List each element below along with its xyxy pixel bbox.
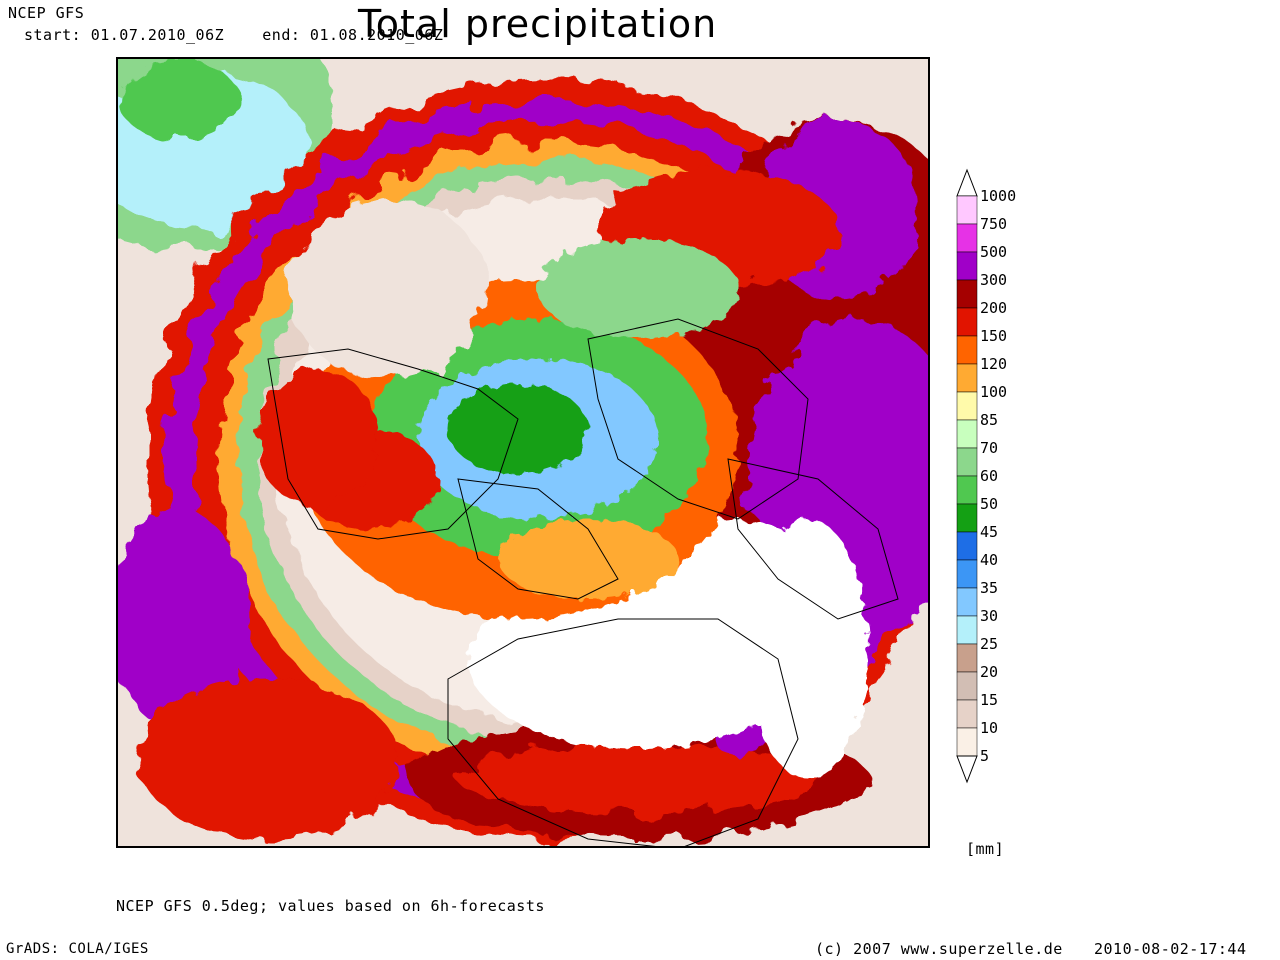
north-pacific-dry-region — [258, 199, 488, 509]
forecast-period-label: start: 01.07.2010_06Z end: 01.08.2010_06… — [24, 26, 444, 44]
colorbar-cell — [956, 223, 978, 253]
colorbar-cell — [956, 559, 978, 589]
east-asia-monsoon-field — [598, 119, 928, 639]
colorbar-cell — [956, 503, 978, 533]
precipitation-map — [116, 57, 930, 848]
unit-label: [mm] — [966, 840, 1005, 858]
model-label: NCEP GFS — [8, 4, 85, 22]
colorbar-level-label: 150 — [980, 327, 1008, 345]
colorbar-level-label: 30 — [980, 607, 999, 625]
software-credit: GrADS: COLA/IGES — [6, 941, 149, 957]
colorbar-level-label: 50 — [980, 495, 999, 513]
source-note: NCEP GFS 0.5deg; values based on 6h-fore… — [116, 897, 545, 915]
coastlines — [267, 318, 899, 846]
colorbar-level-label: 10 — [980, 719, 999, 737]
colorbar-max-arrow — [956, 168, 978, 197]
colorbar-cell — [956, 391, 978, 421]
precipitation-field — [118, 59, 928, 846]
colorbar-level-label: 85 — [980, 411, 999, 429]
colorbar-level-label: 45 — [980, 523, 999, 541]
colorbar-cell — [956, 335, 978, 365]
colorbar-level-label: 20 — [980, 663, 999, 681]
colorbar-level-label: 500 — [980, 243, 1008, 261]
colorbar-cell — [956, 531, 978, 561]
central-america-field — [118, 509, 398, 839]
copyright-notice: (c) 2007 www.superzelle.de — [815, 940, 1063, 958]
colorbar-level-label: 100 — [980, 383, 1008, 401]
colorbar-level-label: 200 — [980, 299, 1008, 317]
colorbar-level-label: 1000 — [980, 187, 1017, 205]
colorbar-cell — [956, 419, 978, 449]
colorbar-cell — [956, 587, 978, 617]
colorbar-cell — [956, 307, 978, 337]
colorbar-cell — [956, 643, 978, 673]
colorbar-cell — [956, 699, 978, 729]
colorbar-cell — [956, 671, 978, 701]
colorbar-level-label: 300 — [980, 271, 1008, 289]
generation-timestamp: 2010-08-02-17:44 — [1094, 940, 1247, 958]
colorbar-level-label: 35 — [980, 579, 999, 597]
colorbar-level-label: 70 — [980, 439, 999, 457]
colorbar-cell — [956, 615, 978, 645]
colorbar-cell — [956, 363, 978, 393]
colorbar-level-label: 120 — [980, 355, 1008, 373]
colorbar-cell — [956, 727, 978, 757]
colorbar-level-label: 60 — [980, 467, 999, 485]
colorbar-level-label: 15 — [980, 691, 999, 709]
colorbar-cell — [956, 195, 978, 225]
colorbar-level-label: 750 — [980, 215, 1008, 233]
colorbar-cell — [956, 279, 978, 309]
colorbar-cell — [956, 447, 978, 477]
colorbar-level-label: 25 — [980, 635, 999, 653]
chart-title: Total precipitation — [358, 2, 718, 46]
colorbar-cell — [956, 251, 978, 281]
colorbar-level-label: 40 — [980, 551, 999, 569]
precipitation-colorbar — [956, 168, 978, 784]
colorbar-level-label: 5 — [980, 747, 990, 765]
colorbar-cell — [956, 475, 978, 505]
colorbar-min-arrow — [956, 755, 978, 784]
